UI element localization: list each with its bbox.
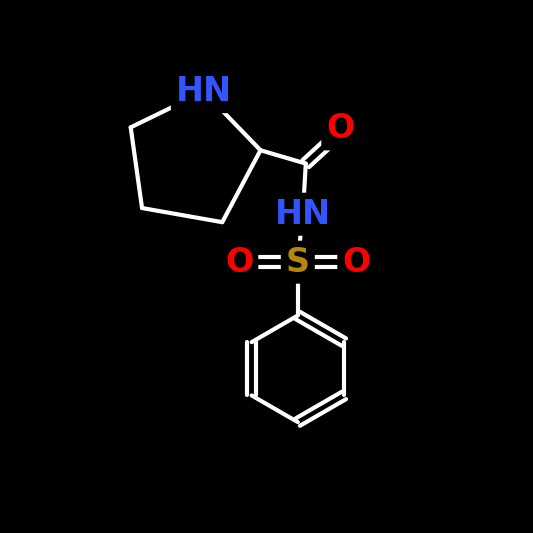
Text: S: S [286,246,310,279]
Text: HN: HN [275,198,331,231]
Text: O: O [225,246,253,279]
Text: HN: HN [176,75,232,108]
Text: O: O [342,246,370,279]
Text: O: O [326,112,354,146]
